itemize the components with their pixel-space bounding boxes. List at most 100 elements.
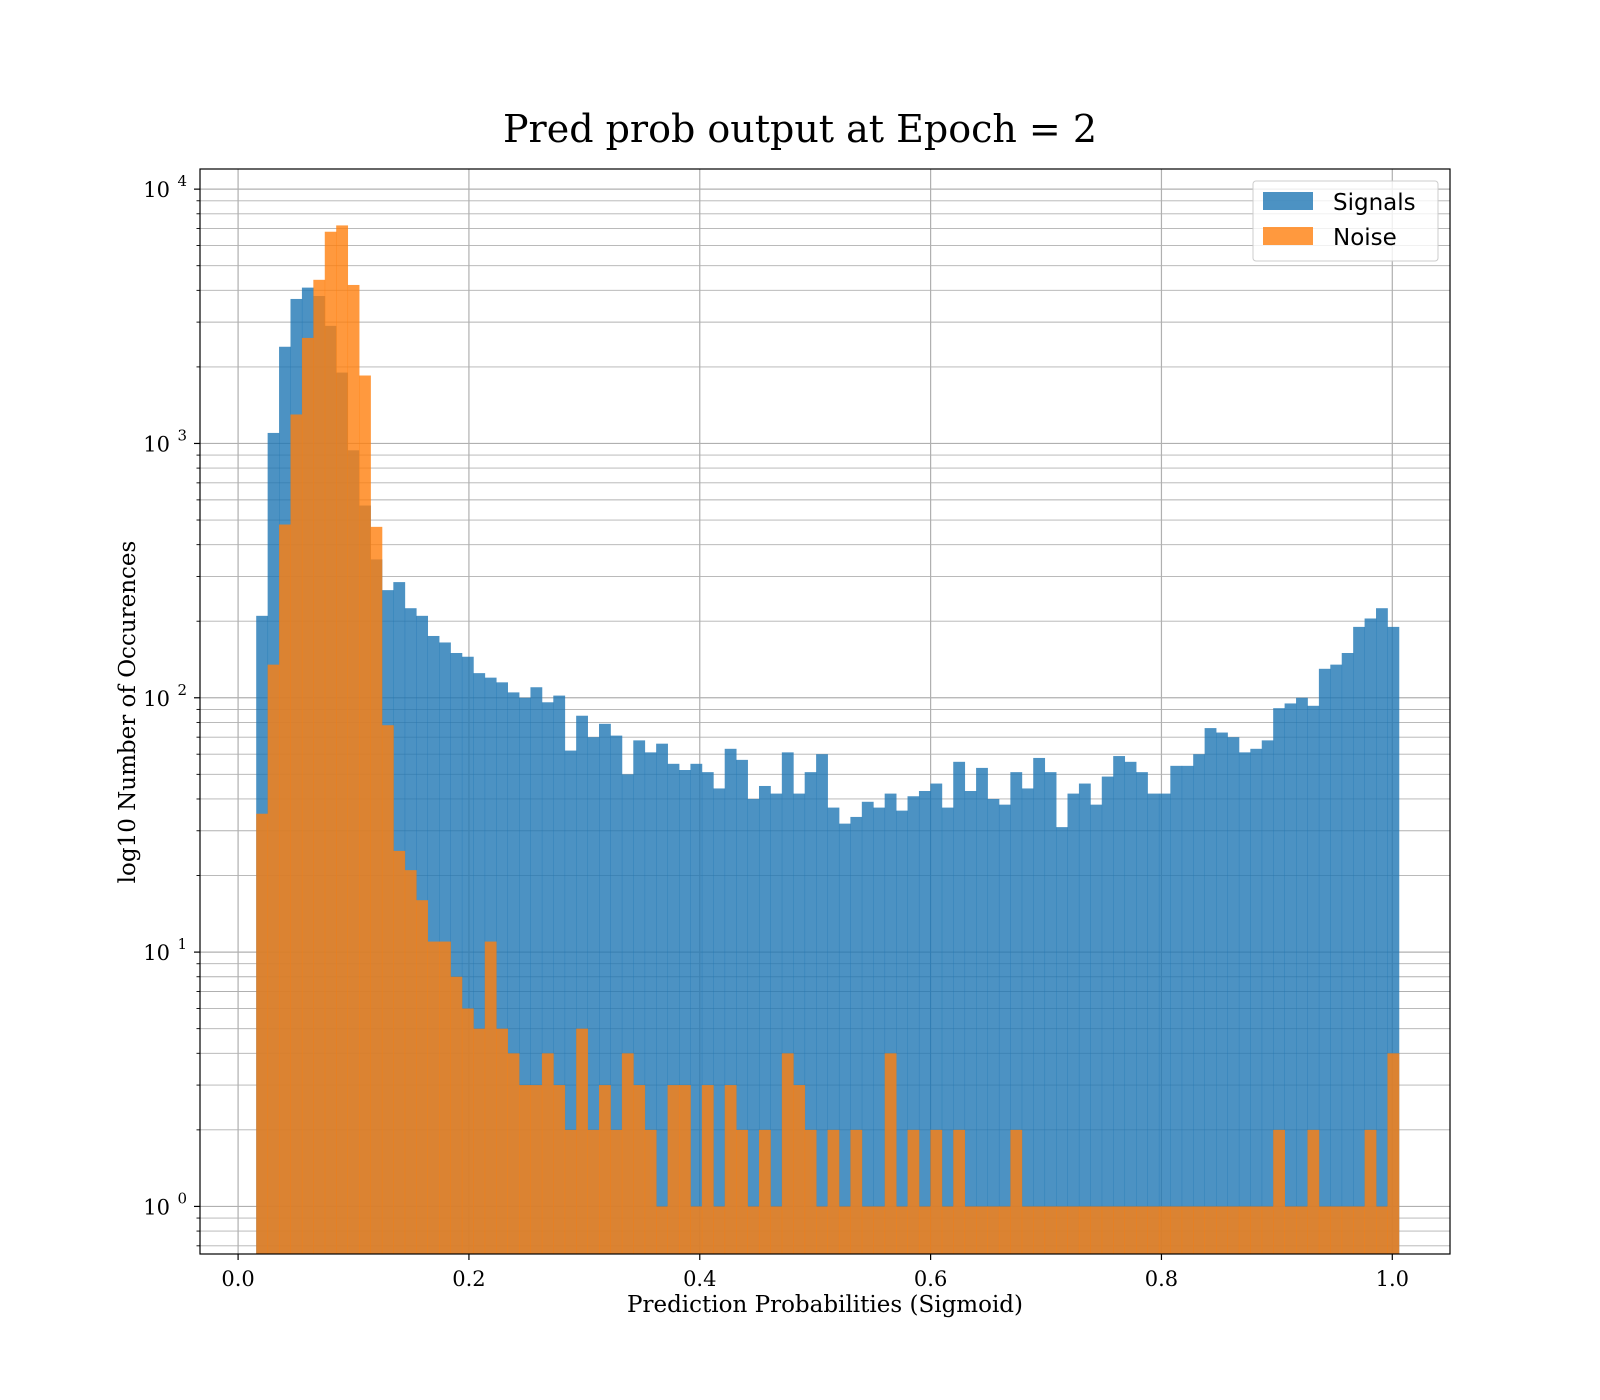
bar-noise (816, 1206, 828, 1254)
bar-signals (976, 767, 988, 1254)
bar-signals (1010, 772, 1023, 1254)
bar-signals (770, 793, 783, 1254)
bar-noise (701, 1085, 714, 1254)
bar-signals (701, 772, 714, 1254)
bar-noise (1101, 1206, 1114, 1254)
chart-title: Pred prob output at Epoch = 2 (503, 107, 1097, 151)
bar-noise (987, 1206, 1000, 1254)
bar-noise (827, 1129, 840, 1254)
bar-signals (519, 697, 531, 1254)
bar-signals (1387, 626, 1400, 1254)
bar-signals (1067, 793, 1080, 1254)
bar-signals (553, 695, 566, 1254)
bar-signals (1250, 748, 1263, 1254)
bar-signals (496, 682, 508, 1254)
bar-noise (804, 1129, 817, 1254)
bar-signals (816, 754, 828, 1254)
bar-noise (564, 1129, 577, 1254)
bar-noise (918, 1206, 931, 1254)
bar-noise (599, 1085, 611, 1254)
bar-signals (530, 687, 543, 1254)
bar-signals (736, 759, 748, 1254)
bar-noise (758, 1129, 771, 1254)
bar-noise (1147, 1206, 1160, 1254)
bar-noise (393, 850, 406, 1254)
bar-signals (610, 735, 623, 1254)
bar-noise (1056, 1206, 1068, 1254)
bar-noise (907, 1129, 920, 1254)
bar-noise (713, 1206, 726, 1254)
bar-noise (896, 1206, 908, 1254)
bar-noise (313, 279, 326, 1254)
x-tick-label: 0.6 (914, 1267, 947, 1291)
histogram-bars (256, 225, 1400, 1255)
bar-noise (1250, 1206, 1263, 1254)
bar-noise (930, 1129, 943, 1254)
bar-signals (884, 793, 897, 1254)
bar-noise (690, 1206, 703, 1254)
bar-signals (850, 816, 863, 1254)
bar-signals (576, 715, 588, 1254)
y-tick-exponent: 1 (177, 935, 187, 953)
bar-noise (976, 1206, 988, 1254)
bar-noise (1307, 1129, 1320, 1254)
bar-signals (587, 737, 600, 1254)
bar-noise (336, 225, 349, 1255)
bar-noise (1044, 1206, 1057, 1254)
bar-noise (667, 1085, 680, 1254)
bar-noise (998, 1206, 1011, 1254)
y-tick-label: 10 (143, 178, 170, 202)
bar-noise (553, 1085, 566, 1254)
x-tick-label: 1.0 (1376, 1267, 1409, 1291)
bar-noise (621, 1053, 634, 1254)
x-tick-label: 0.0 (221, 1267, 254, 1291)
bar-noise (1284, 1206, 1297, 1254)
bar-signals (918, 790, 931, 1254)
bar-signals (1318, 668, 1331, 1254)
bar-noise (587, 1129, 600, 1254)
bar-noise (496, 1028, 508, 1254)
bar-noise (1364, 1129, 1377, 1254)
bar-signals (861, 801, 874, 1254)
bar-signals (1296, 697, 1308, 1254)
bar-signals (747, 798, 760, 1254)
bar-signals (781, 752, 794, 1254)
bar-noise (1387, 1053, 1400, 1254)
x-axis-ticks: 0.0 0.2 0.4 0.6 0.8 1.0 (221, 1254, 1409, 1291)
bar-noise (1078, 1206, 1091, 1254)
bar-noise (884, 1053, 897, 1254)
bar-signals (678, 770, 691, 1254)
bar-noise (427, 941, 440, 1254)
bar-noise (873, 1206, 886, 1254)
legend: Signals Noise (1252, 180, 1439, 262)
bar-noise (530, 1085, 543, 1254)
bar-signals (1261, 740, 1274, 1254)
x-tick-label: 0.8 (1145, 1267, 1178, 1291)
bar-signals (964, 790, 977, 1254)
bar-signals (473, 673, 486, 1254)
legend-swatch-signals (1263, 192, 1313, 210)
bar-noise (610, 1129, 623, 1254)
bar-noise (324, 231, 337, 1254)
bar-noise (1033, 1206, 1046, 1254)
bar-noise (381, 725, 394, 1254)
bar-noise (290, 414, 303, 1254)
bar-noise (1158, 1206, 1171, 1254)
bar-noise (747, 1206, 760, 1254)
bar-noise (1238, 1206, 1251, 1254)
bar-noise (1090, 1206, 1103, 1254)
y-tick-label: 10 (143, 687, 170, 711)
bar-signals (1307, 705, 1320, 1254)
bar-signals (599, 723, 611, 1254)
bar-signals (998, 804, 1011, 1254)
bar-signals (1170, 765, 1183, 1254)
bar-signals (1204, 728, 1217, 1254)
bar-noise (439, 941, 451, 1254)
y-axis-label: log10 Number of Occurences (115, 541, 141, 884)
bar-signals (644, 752, 657, 1254)
bar-signals (930, 783, 943, 1254)
y-tick-exponent: 2 (177, 681, 187, 699)
bar-noise (1124, 1206, 1137, 1254)
y-tick-exponent: 0 (177, 1189, 187, 1207)
